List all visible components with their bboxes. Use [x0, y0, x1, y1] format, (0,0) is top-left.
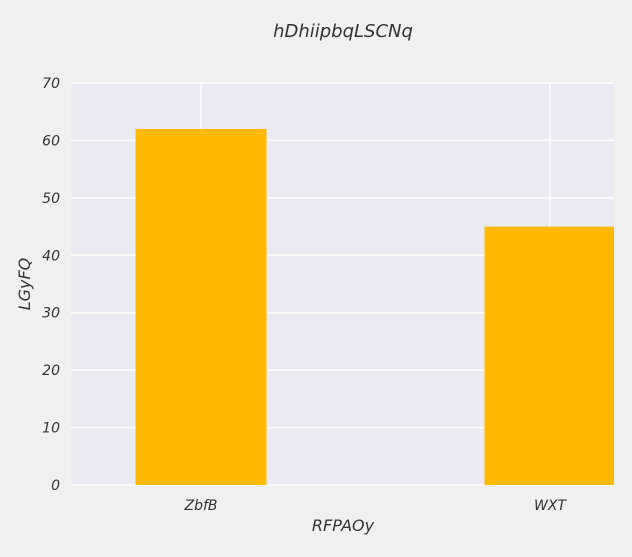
y-tick-label: 40	[42, 248, 60, 264]
bar-wxt	[484, 226, 614, 486]
y-tick-label: 10	[42, 421, 60, 437]
y-axis-title: LGyFQ	[15, 258, 34, 311]
y-tick-label: 20	[42, 363, 60, 379]
chart-title: hDhiipbqLSCNq	[273, 21, 413, 42]
y-tick-label: 70	[42, 76, 60, 92]
x-axis-title: RFPAOy	[312, 516, 375, 535]
x-tick-label: ZbfB	[183, 498, 217, 514]
x-axis-ticks: ZbfB WXT	[183, 498, 567, 514]
y-axis-ticks: 0 10 20 30 40 50 60 70	[42, 76, 60, 494]
y-tick-label: 50	[42, 191, 60, 207]
y-tick-label: 60	[42, 133, 60, 149]
y-tick-label: 0	[51, 478, 60, 494]
x-tick-label: WXT	[534, 498, 567, 514]
bars	[135, 128, 614, 486]
bar-zbfb	[135, 128, 267, 485]
y-tick-label: 30	[42, 306, 60, 322]
